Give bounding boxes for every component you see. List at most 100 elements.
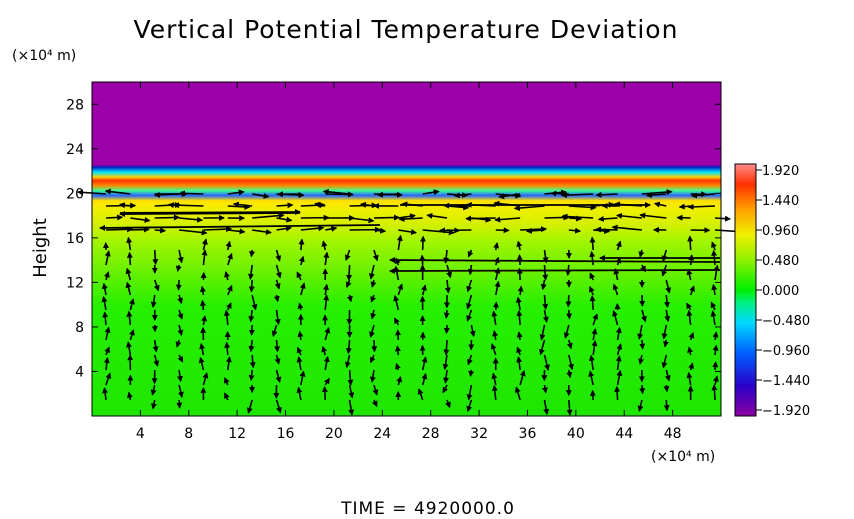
- wind-vector: [369, 354, 376, 364]
- wind-vector: [595, 191, 618, 198]
- wind-vector: [175, 264, 182, 273]
- wind-vector: [344, 249, 351, 261]
- wind-vector: [638, 354, 645, 365]
- wind-vector: [275, 264, 282, 279]
- wind-vector: [274, 354, 281, 365]
- wind-vector: [498, 193, 521, 200]
- wind-vector: [178, 229, 208, 236]
- wind-vector: [443, 369, 450, 384]
- wind-vector: [661, 324, 668, 340]
- wind-vector: [345, 279, 352, 289]
- wind-vector: [616, 343, 623, 356]
- wind-vector: [103, 356, 110, 371]
- wind-vector: [712, 375, 719, 386]
- wind-vector: [517, 285, 524, 296]
- plot-area: [76, 81, 748, 417]
- wind-vector: [664, 309, 671, 323]
- wind-vector: [201, 315, 208, 326]
- y-tick-label: 8: [75, 320, 84, 336]
- wind-vector: [566, 369, 573, 379]
- wind-vector: [492, 301, 499, 311]
- wind-vector: [275, 369, 282, 383]
- wind-vector: [102, 311, 109, 326]
- wind-vector: [177, 384, 184, 399]
- wind-vector: [126, 341, 132, 356]
- wind-vector: [686, 268, 693, 281]
- y-axis-label: Height: [30, 218, 51, 278]
- wind-vector: [467, 249, 474, 258]
- wind-vector: [349, 217, 375, 224]
- wind-vector: [515, 296, 522, 311]
- wind-vector: [687, 346, 694, 356]
- wind-vector: [611, 224, 642, 231]
- wind-vector: [177, 309, 184, 320]
- wind-vector: [686, 309, 693, 326]
- wind-vector: [393, 265, 400, 281]
- wind-vector: [126, 310, 133, 326]
- wind-vector: [248, 339, 255, 353]
- wind-vector: [225, 240, 232, 251]
- wind-vector: [373, 214, 400, 221]
- x-tick-label: 16: [277, 426, 295, 442]
- colorbar-tick-label: −0.480: [762, 314, 810, 329]
- wind-vector: [223, 376, 230, 386]
- wind-vector: [314, 201, 326, 208]
- wind-vector: [172, 202, 204, 209]
- wind-vector: [637, 324, 644, 340]
- wind-vector: [443, 309, 450, 319]
- wind-vector: [493, 242, 500, 251]
- wind-vector: [494, 280, 501, 296]
- wind-vector: [543, 399, 550, 416]
- colorbar-tick-label: 1.440: [762, 194, 799, 209]
- wind-vector: [422, 189, 440, 196]
- wind-vector: [544, 214, 570, 221]
- wind-vector: [344, 354, 351, 368]
- wind-vector: [714, 215, 732, 222]
- wind-vector: [637, 399, 644, 412]
- wind-vector: [274, 309, 281, 326]
- wind-vector: [588, 285, 595, 296]
- wind-vector: [516, 309, 523, 326]
- wind-vector: [248, 309, 255, 323]
- x-tick-label: 40: [567, 426, 585, 442]
- wind-vector: [542, 309, 549, 323]
- wind-vector: [348, 399, 355, 416]
- y-tick-label: 4: [75, 364, 84, 380]
- wind-vector: [249, 354, 256, 369]
- wind-vector: [276, 225, 292, 232]
- x-tick-label: 28: [422, 426, 440, 442]
- wind-vector: [252, 212, 285, 219]
- plot-frame: [91, 81, 722, 417]
- wind-vector: [128, 298, 135, 311]
- wind-vector: [589, 295, 596, 311]
- wind-vector: [372, 249, 379, 262]
- wind-vector: [299, 282, 306, 296]
- wind-vector: [615, 240, 622, 251]
- x-tick-label: 4: [136, 426, 145, 442]
- wind-vector: [520, 226, 548, 233]
- wind-vector: [589, 272, 596, 281]
- wind-vector: [426, 212, 448, 219]
- wind-vector: [589, 236, 596, 251]
- wind-vector: [224, 271, 230, 281]
- wind-vector: [321, 345, 328, 356]
- wind-vector: [247, 264, 254, 280]
- wind-vector: [346, 264, 353, 281]
- wind-vector: [296, 346, 303, 356]
- wind-vector: [686, 371, 693, 386]
- wind-vector: [299, 370, 306, 386]
- wind-vector: [444, 279, 451, 294]
- wind-vector: [177, 294, 183, 305]
- wind-vector: [612, 310, 619, 326]
- wind-vector: [397, 283, 404, 296]
- wind-vector: [101, 282, 108, 296]
- wind-vector: [591, 328, 598, 341]
- wind-vector: [101, 295, 108, 311]
- wind-vector: [199, 342, 206, 356]
- wind-vector: [105, 214, 124, 221]
- wind-vector: [421, 372, 428, 386]
- wind-vector: [438, 227, 472, 234]
- wind-vector: [126, 236, 133, 251]
- wind-vector: [466, 354, 473, 366]
- wind-vector: [224, 392, 230, 401]
